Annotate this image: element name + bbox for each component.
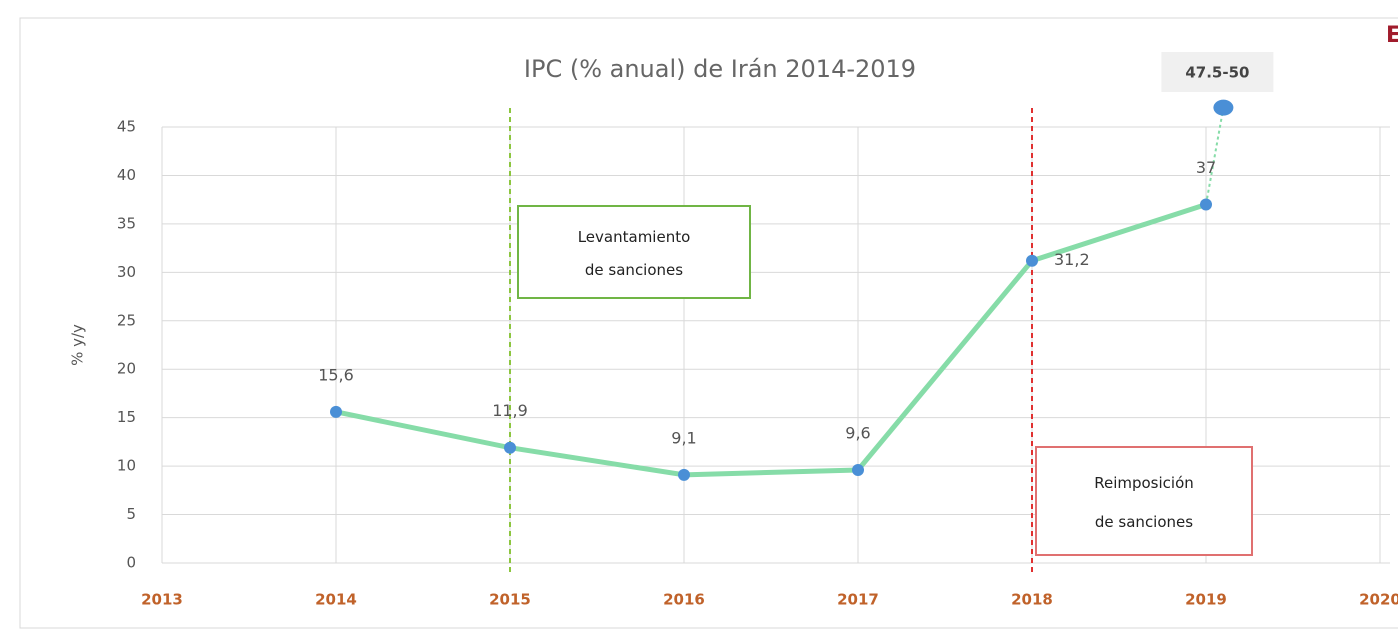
annotation-text: de sanciones [585, 261, 683, 279]
x-tick-label: 2016 [663, 591, 705, 609]
x-tick-label: 2019 [1185, 591, 1227, 609]
annotation-text: Levantamiento [578, 228, 691, 246]
annotation-text: de sanciones [1095, 513, 1193, 531]
line [335, 202, 1207, 478]
x-tick-label: 2015 [489, 591, 531, 609]
annotation-box [517, 205, 751, 299]
data-label: 11,9 [492, 401, 528, 420]
y-tick-label: 35 [117, 214, 136, 232]
forecast-connector [1205, 107, 1225, 205]
y-tick-label: 45 [117, 118, 136, 136]
data-label: 9,1 [671, 428, 696, 447]
annotation-text: Reimposición [1094, 474, 1194, 492]
y-tick-label: 30 [117, 263, 136, 281]
data-label: 31,2 [1054, 250, 1090, 269]
y-tick-label: 0 [126, 554, 136, 572]
marker [852, 463, 864, 476]
y-tick-label: 10 [117, 457, 136, 475]
data-label: 37 [1196, 158, 1216, 177]
x-tick-label: 2018 [1011, 591, 1053, 609]
corner-text: E [1386, 23, 1398, 48]
marker [1200, 198, 1212, 211]
y-tick-label: 20 [117, 360, 136, 378]
forecast-label-bg [1161, 52, 1274, 92]
forecast-point [1213, 99, 1234, 116]
annotation-box [1035, 446, 1253, 556]
chart-title: IPC (% anual) de Irán 2014-2019 [524, 55, 916, 83]
marker [504, 441, 516, 454]
marker [678, 468, 690, 481]
forecast-label: 47.5-50 [1185, 64, 1249, 82]
marker [330, 405, 342, 418]
data-label: 15,6 [318, 365, 354, 384]
y-tick-label: 40 [117, 166, 136, 184]
x-tick-label: 2017 [837, 591, 879, 609]
y-axis-label: % y/y [69, 324, 87, 366]
x-tick-label: 2014 [315, 591, 357, 609]
marker [1026, 254, 1038, 267]
x-tick-label: 2020 [1359, 591, 1398, 609]
data-label: 9,6 [845, 423, 870, 442]
y-tick-label: 25 [117, 311, 136, 329]
x-tick-label: 2013 [141, 591, 183, 609]
y-tick-label: 5 [126, 505, 136, 523]
y-tick-label: 15 [117, 408, 136, 426]
